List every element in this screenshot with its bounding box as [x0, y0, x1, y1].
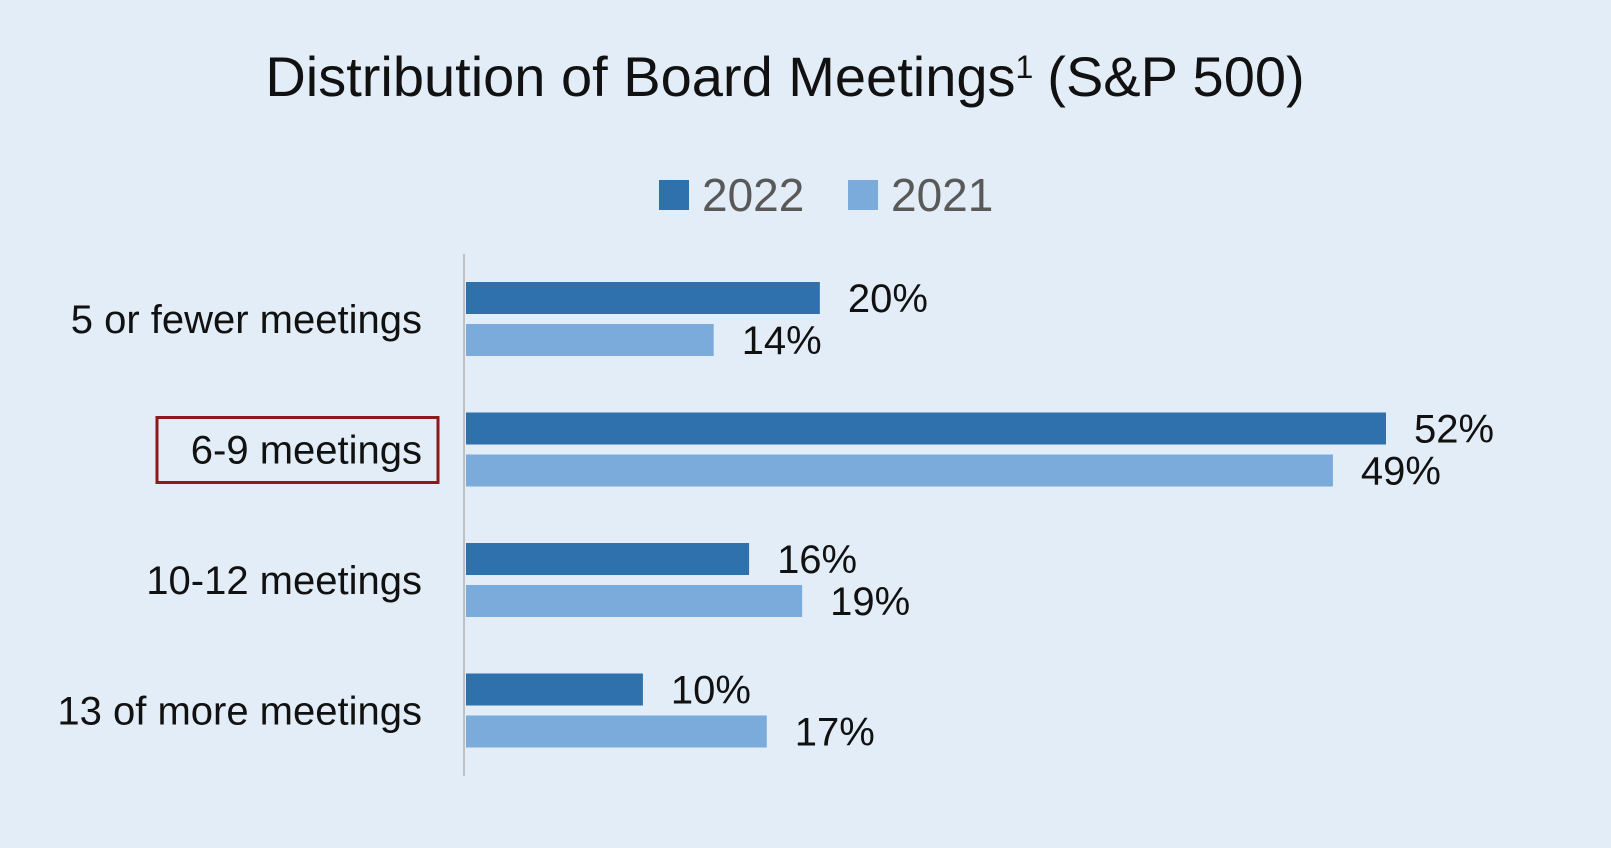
data-label-2021-5-or-fewer-meetings: 14%: [742, 319, 822, 363]
data-label-2021-6-9-meetings: 49%: [1361, 450, 1441, 494]
data-label-2022-5-or-fewer-meetings: 20%: [848, 277, 928, 321]
data-label-2021-13-of-more-meetings: 17%: [795, 711, 875, 755]
bar-2021-10-12-meetings: [466, 585, 803, 617]
category-label-13-of-more-meetings: 13 of more meetings: [57, 690, 422, 734]
category-label-5-or-fewer-meetings: 5 or fewer meetings: [71, 298, 422, 342]
data-label-2021-10-12-meetings: 19%: [830, 580, 910, 624]
data-label-2022-6-9-meetings: 52%: [1414, 408, 1494, 452]
category-label-6-9-meetings: 6-9 meetings: [191, 429, 422, 473]
chart-title-suffix: (S&P 500): [1047, 45, 1304, 108]
bar-2021-6-9-meetings: [466, 454, 1333, 487]
bar-2022-13-of-more-meetings: [466, 673, 643, 706]
data-label-2022-10-12-meetings: 16%: [777, 538, 857, 582]
chart-title-main: Distribution of Board Meetings: [265, 45, 1015, 108]
chart-legend: 2022 2021: [659, 169, 993, 221]
bar-2021-13-of-more-meetings: [466, 715, 767, 748]
legend-label-2021: 2021: [891, 169, 993, 221]
highlight-box: [155, 416, 440, 484]
category-label-10-12-meetings: 10-12 meetings: [146, 559, 422, 603]
plot-area: 20% 14% 52%49% 16%19% 10% 17%: [463, 254, 1494, 776]
bar-2021-5-or-fewer-meetings: [466, 324, 714, 356]
legend-label-2022: 2022: [702, 169, 804, 221]
legend-swatch-2021: [848, 180, 878, 210]
chart-title-superscript: 1: [1016, 49, 1034, 85]
bar-2022-5-or-fewer-meetings: [466, 282, 820, 314]
bar-2022-6-9-meetings: [466, 412, 1386, 445]
bar-2022-10-12-meetings: [466, 543, 750, 575]
data-label-2022-13-of-more-meetings: 10%: [671, 669, 751, 713]
legend-swatch-2022: [659, 180, 689, 210]
category-axis: 5 or fewer meetings 6-9 meetings 10-12 mee…: [57, 298, 440, 734]
chart-title: Distribution of Board Meetings1 (S&P 500): [265, 45, 1304, 108]
